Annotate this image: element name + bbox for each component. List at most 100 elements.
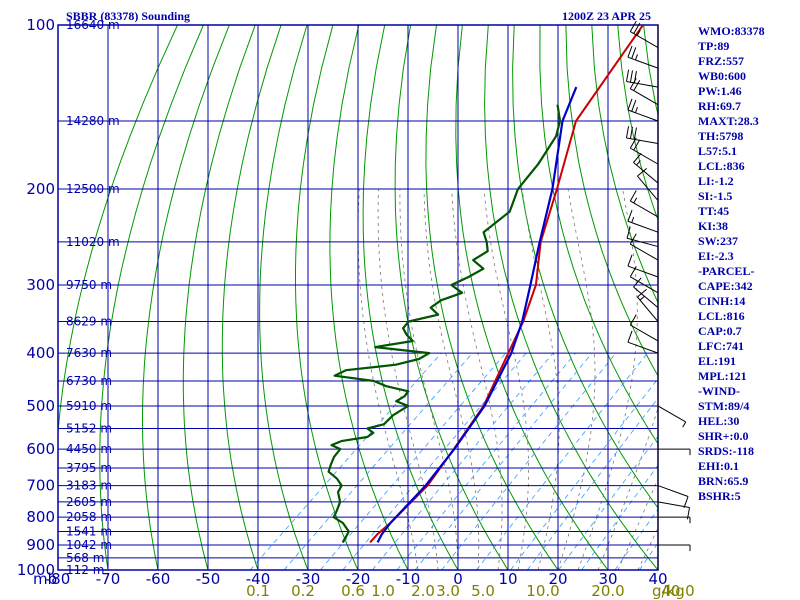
stat-item: WB0:600 [698,69,746,83]
height-label: 1042 m [66,538,112,552]
stat-item: LCL:836 [698,159,745,173]
wind-barb-staff [637,296,659,322]
chart-date: 1200Z 23 APR 25 [562,9,651,23]
wind-barb-flag [629,77,637,89]
wind-barb-flag [629,233,637,245]
stat-item: BRN:65.9 [698,474,748,488]
wind-barb-flag [629,137,637,149]
stat-item: CAP:0.7 [698,324,742,338]
wind-barb-staff [626,81,659,88]
wind-barb-half-flag [636,30,641,36]
height-label: 568 m [66,551,104,565]
stat-item: LCL:816 [698,309,745,323]
height-label: 5910 m [66,399,112,413]
wind-barb-flag [637,167,647,177]
wind-barb-flag [625,126,630,139]
height-label: 12500 m [66,182,120,196]
wind-barb-flag [633,139,641,151]
mixing-ratio-tick-label: 40.0 [661,582,694,600]
wind-barb-flag [631,47,637,59]
stat-item: L57:5.1 [698,144,737,158]
mixing-ratio-tick-label: 10.0 [526,582,559,600]
stat-item: TT:45 [698,204,729,218]
stat-item: LI:-1.2 [698,174,734,188]
pressure-tick-label: 500 [26,397,55,415]
stat-item: HEL:30 [698,414,739,428]
wind-barb-flag [629,20,637,32]
height-label: 4450 m [66,442,112,456]
moist-adiabat [617,477,658,570]
temperature-tick-label: 30 [598,570,617,588]
height-label: 2058 m [66,510,112,524]
temperature-tick-label: 10 [498,570,517,588]
moist-adiabat [637,527,658,570]
height-label: 2605 m [66,495,112,509]
wind-barb-staff [627,341,659,354]
wind-barb-flag [629,70,634,83]
height-label: 1541 m [66,525,112,539]
temperature-tick-label: -70 [96,570,121,588]
wind-barb-flag [627,45,633,58]
stat-item: TP:89 [698,39,729,53]
temperature-tick-label: 40 [648,570,667,588]
height-label: 11020 m [66,235,120,249]
height-label: 3795 m [66,461,112,475]
wind-barb-staff [657,501,690,508]
moist-adiabat [597,406,658,570]
wind-barb-staff [630,243,659,261]
wind-barb-flag [629,126,634,139]
wind-barb-flag [629,266,637,278]
stat-item: SHR+:0.0 [698,429,749,443]
stat-item: CAPE:342 [698,279,753,293]
series-parcel [376,86,578,543]
pressure-tick-label: 600 [26,440,55,458]
wind-barb-staff [627,220,659,233]
wind-barb-staff [630,88,659,106]
stat-item: MPL:121 [698,369,747,383]
wind-barb-staff [657,405,686,423]
stat-item: SRDS:-118 [698,444,754,458]
wind-barb-staff [627,265,659,278]
stat-item: CINH:14 [698,294,745,308]
stat-item: TH:5798 [698,129,743,143]
stat-item: PW:1.46 [698,84,742,98]
wind-barb-flag [633,79,641,91]
wind-barb-flag [633,152,642,163]
wind-barb-half-flag [634,54,638,61]
wind-barb-staff [633,162,659,184]
height-label: 6730 m [66,374,112,388]
wind-barb-half-flag [636,160,641,166]
wind-barb-staff [630,200,659,218]
stat-item: KI:38 [698,219,728,233]
height-label: 16640 m [66,18,120,32]
pressure-tick-label: 700 [26,477,55,495]
pressure-tick-label: 200 [26,180,55,198]
wind-barb-flag [633,277,642,288]
temperature-tick-label: -30 [296,570,321,588]
wind-barb-staff [626,137,659,145]
temperature-tick-label: -40 [246,570,271,588]
wind-barb-flag [633,22,641,34]
wind-barb-flag [627,330,633,343]
wind-barb-flag [631,99,637,112]
temperature-tick-label: -20 [346,570,371,588]
pressure-tick-label: 300 [26,276,55,294]
height-label: 5152 m [66,421,112,435]
wind-barb-staff [630,324,659,342]
wind-barb-half-flag [682,421,687,428]
mixing-ratio-tick-label: 0.2 [291,582,315,600]
sounding-traces [327,25,644,544]
wind-barb-flag [629,190,637,202]
temperature-tick-label: -60 [146,570,171,588]
wind-barb-flag [683,496,689,508]
wind-barb-flag [625,69,630,82]
wind-barb-half-flag [631,216,635,223]
pressure-tick-label: 800 [26,508,55,526]
wind-barb-flag [633,127,637,140]
stat-item: EL:191 [698,354,736,368]
wind-barb-half-flag [639,295,645,301]
height-label: 7630 m [66,346,112,360]
wind-barb-flag [627,209,633,222]
